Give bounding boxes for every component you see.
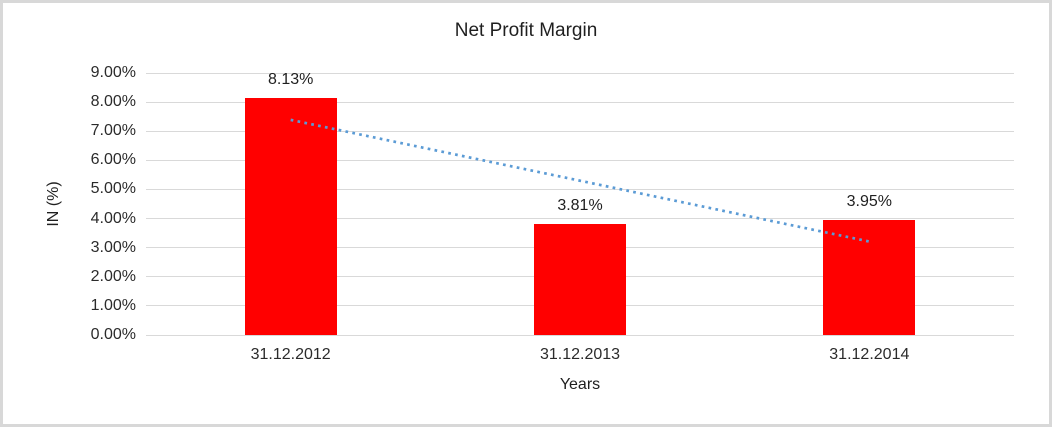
y-tick-label: 5.00% (90, 180, 136, 198)
y-axis-title: IN (%) (45, 181, 62, 227)
x-axis-line (146, 334, 1014, 336)
data-label: 3.81% (557, 197, 603, 215)
chart-title: Net Profit Margin (454, 20, 598, 41)
bar-31.12.2014 (823, 220, 916, 335)
data-label: 3.95% (846, 193, 893, 210)
y-tick-label: 1.00% (90, 296, 136, 314)
bar-31.12.2013 (534, 224, 626, 335)
data-label: 8.13% (267, 71, 314, 89)
bar-31.12.2012 (244, 98, 337, 335)
x-axis-title: Years (559, 376, 601, 393)
y-tick-label: 8.00% (90, 93, 136, 111)
y-tick-label: 9.00% (90, 64, 136, 81)
y-tick-label: 0.00% (90, 326, 136, 343)
x-tick-label: 31.12.2013 (539, 346, 621, 363)
y-tick-label: 3.00% (90, 238, 136, 256)
y-tick-label: 2.00% (90, 267, 136, 285)
gridline (146, 101, 1014, 103)
y-tick-label: 7.00% (90, 122, 136, 140)
y-tick-label: 4.00% (90, 209, 136, 227)
x-tick-label: 31.12.2012 (250, 346, 331, 363)
x-tick-label: 31.12.2014 (829, 346, 910, 363)
gridline (146, 72, 1014, 74)
y-tick-label: 6.00% (90, 151, 136, 169)
